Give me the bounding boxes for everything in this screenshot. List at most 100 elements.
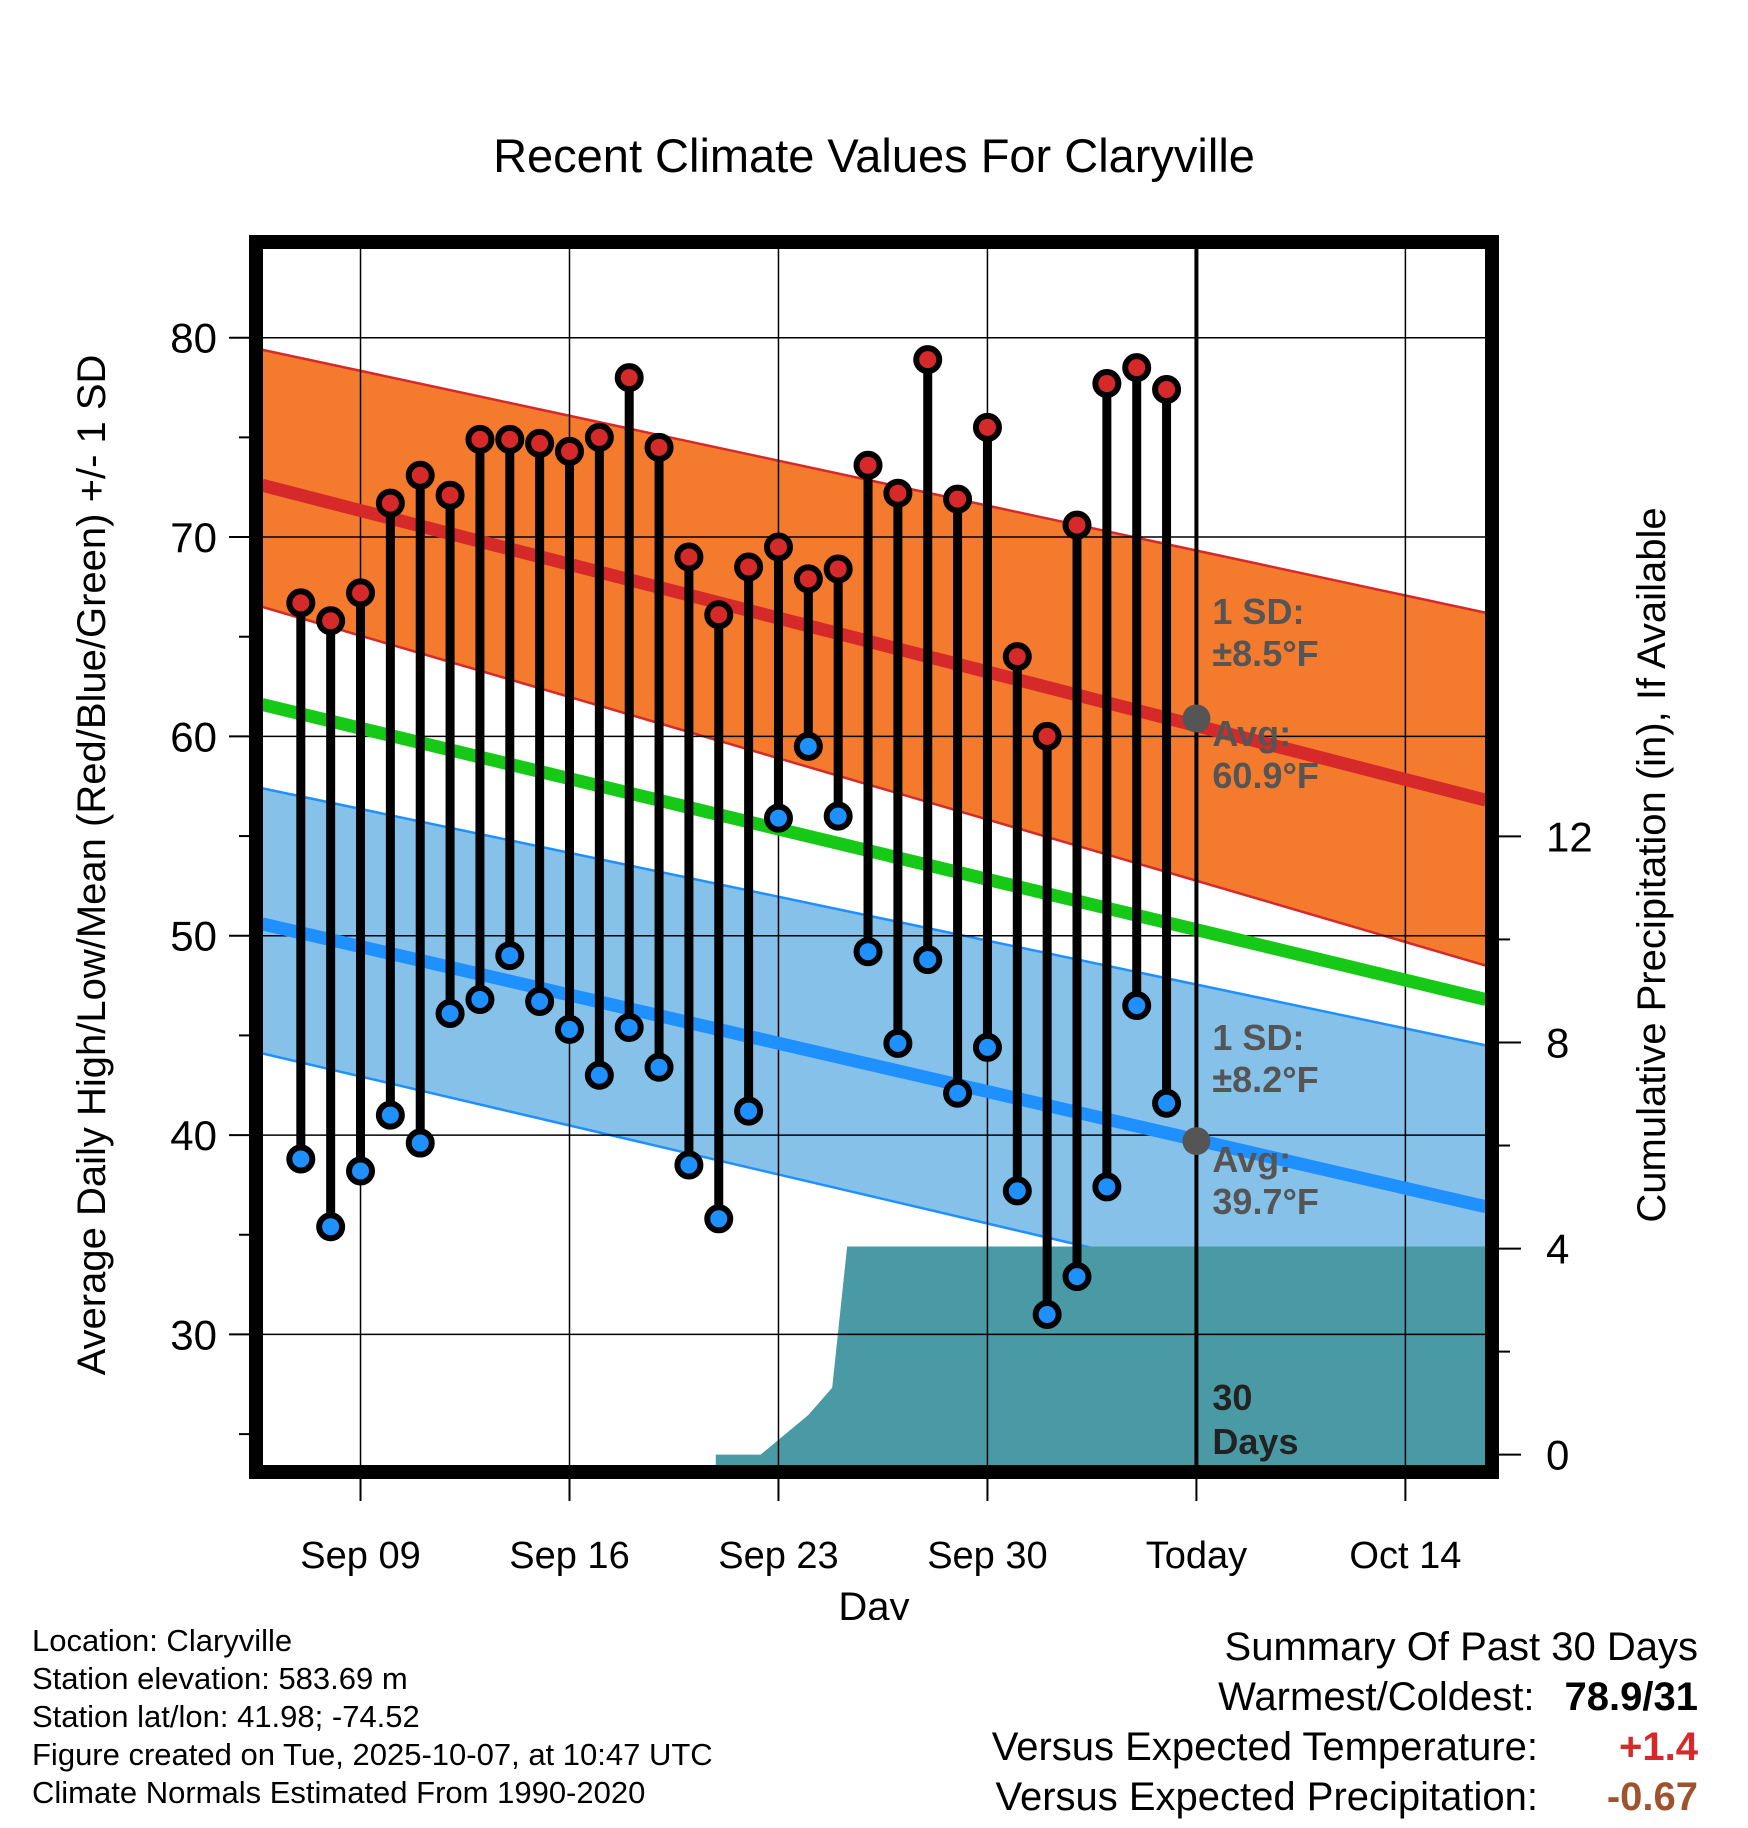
- y2-tick-label: 0: [1546, 1432, 1569, 1479]
- high-point: [1152, 375, 1182, 405]
- x-tick-label: Sep 30: [927, 1535, 1047, 1577]
- y-tick-label: 80: [170, 315, 217, 362]
- x-tick-label: Oct 14: [1349, 1535, 1461, 1577]
- y-axis-label: Average Daily High/Low/Mean (Red/Blue/Gr…: [70, 355, 114, 1376]
- warmest-value: 78.9/31: [1564, 1675, 1698, 1719]
- created-text: Figure created on Tue, 2025-10-07, at 10…: [32, 1737, 713, 1772]
- high-point: [793, 564, 823, 594]
- low-point: [525, 987, 555, 1017]
- high-avg-annotation: Avg: 60.9°F: [1212, 713, 1318, 796]
- low-point: [495, 941, 525, 971]
- y2-tick-label: 8: [1546, 1019, 1569, 1066]
- plot-frame: [249, 235, 1499, 1479]
- high-point: [644, 432, 674, 462]
- low-sd-annotation: 1 SD: ±8.2°F: [1212, 1017, 1318, 1100]
- y-tick-label: 60: [170, 713, 217, 760]
- low-point: [554, 1014, 584, 1044]
- x-tick-label: Sep 16: [509, 1535, 629, 1577]
- high-point: [405, 460, 435, 490]
- y2-tick-label: 12: [1546, 813, 1593, 860]
- avg-low-marker: [1182, 1127, 1211, 1156]
- x-tick-label: Today: [1146, 1535, 1247, 1577]
- high-point: [286, 588, 316, 618]
- summary-precip-row: Versus Expected Precipitation: -0.67: [992, 1772, 1698, 1822]
- avg-high-marker: [1182, 704, 1211, 733]
- low-point: [316, 1212, 346, 1242]
- high-sd-annotation: 1 SD: ±8.5°F: [1212, 591, 1318, 674]
- high-point: [316, 606, 346, 636]
- low-point: [674, 1150, 704, 1180]
- low-point: [1002, 1176, 1032, 1206]
- low-point: [793, 731, 823, 761]
- today-days-label: 30 Days: [1212, 1377, 1298, 1462]
- low-point: [375, 1100, 405, 1130]
- high-point: [465, 424, 495, 454]
- x-tick-label: Sep 23: [718, 1535, 838, 1577]
- low-point: [435, 998, 465, 1028]
- normal-mean-line: [262, 698, 1486, 1006]
- y2-axis-label: Cumulative Precipitation (in), If Availa…: [1630, 507, 1674, 1222]
- low-point: [286, 1144, 316, 1174]
- summary-warmest-row: Warmest/Coldest: 78.9/31: [992, 1672, 1698, 1722]
- normal-low-line: [262, 917, 1486, 1214]
- summary-panel: Summary Of Past 30 Days Warmest/Coldest:…: [992, 1622, 1698, 1822]
- low-avg-annotation: Avg: 39.7°F: [1212, 1139, 1318, 1222]
- high-point: [734, 552, 764, 582]
- high-point: [1062, 510, 1092, 540]
- precip-label: Versus Expected Precipitation:: [995, 1775, 1538, 1819]
- x-tick-label: Sep 09: [300, 1535, 420, 1577]
- high-point: [763, 532, 793, 562]
- high-sd-band-lower-edge: [262, 605, 1486, 967]
- low-point: [465, 985, 495, 1015]
- high-point: [704, 600, 734, 630]
- warmest-label: Warmest/Coldest:: [1218, 1675, 1535, 1719]
- elevation-text: Station elevation: 583.69 m: [32, 1661, 408, 1696]
- high-point: [346, 578, 376, 608]
- high-point: [913, 345, 943, 375]
- location-text: Location: Claryville: [32, 1623, 293, 1658]
- low-point: [734, 1096, 764, 1126]
- high-point: [853, 450, 883, 480]
- high-point: [435, 480, 465, 510]
- low-point: [943, 1078, 973, 1108]
- y2-tick-label: 4: [1546, 1226, 1569, 1273]
- high-point: [1092, 369, 1122, 399]
- low-point: [704, 1204, 734, 1234]
- low-point: [1032, 1299, 1062, 1329]
- low-point: [823, 801, 853, 831]
- high-point: [1002, 642, 1032, 672]
- normal-high-line: [262, 478, 1486, 807]
- high-point: [584, 422, 614, 452]
- high-point: [943, 484, 973, 514]
- low-point: [346, 1156, 376, 1186]
- high-point: [375, 488, 405, 518]
- climate-chart: Recent Climate Values For Claryville 1 S…: [70, 129, 1674, 1620]
- high-point: [554, 436, 584, 466]
- high-point: [972, 412, 1002, 442]
- high-point: [823, 554, 853, 584]
- low-point: [972, 1032, 1002, 1062]
- temp-value: +1.4: [1619, 1725, 1698, 1769]
- y-tick-label: 40: [170, 1112, 217, 1159]
- temp-label: Versus Expected Temperature:: [991, 1725, 1538, 1769]
- low-point: [913, 945, 943, 975]
- high-point: [883, 478, 913, 508]
- low-point: [763, 803, 793, 833]
- x-axis-label: Day: [838, 1585, 909, 1620]
- low-point: [853, 937, 883, 967]
- low-point: [1062, 1262, 1092, 1292]
- low-point: [883, 1028, 913, 1058]
- low-point: [1092, 1172, 1122, 1202]
- y-tick-label: 30: [170, 1311, 217, 1358]
- low-sd-band-upper-edge: [262, 787, 1486, 1047]
- high-point: [674, 542, 704, 572]
- station-info: Location: Claryville Station elevation: …: [32, 1622, 713, 1812]
- chart-title: Recent Climate Values For Claryville: [493, 129, 1255, 182]
- y-tick-label: 70: [170, 514, 217, 561]
- summary-title: Summary Of Past 30 Days: [1224, 1625, 1698, 1669]
- high-point: [614, 363, 644, 393]
- summary-temp-row: Versus Expected Temperature: +1.4: [992, 1722, 1698, 1772]
- low-point: [644, 1052, 674, 1082]
- low-point: [1152, 1088, 1182, 1118]
- precip-area: [715, 1246, 1486, 1466]
